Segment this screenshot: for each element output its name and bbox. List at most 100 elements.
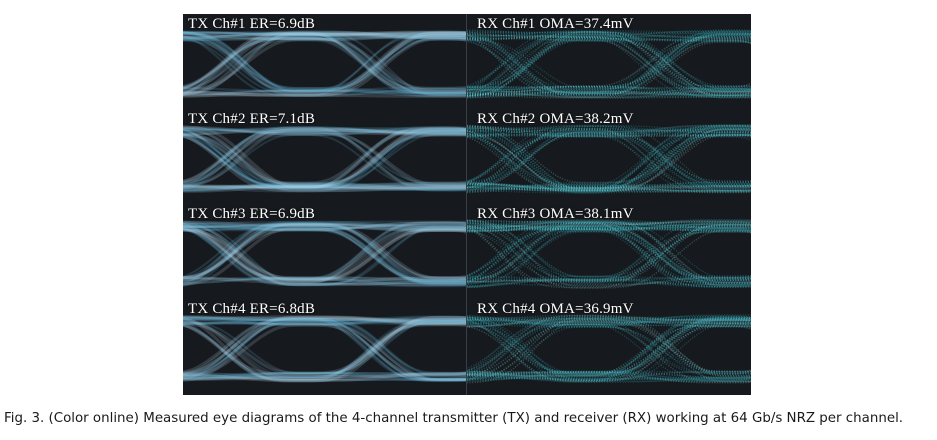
tx-eye-trace <box>183 30 466 37</box>
tx-eye-trace <box>183 224 466 285</box>
tx-eye-trace <box>183 319 466 381</box>
tx-eye-trace <box>183 31 466 92</box>
tx-eye-trace <box>183 129 466 189</box>
rx-eye-trace <box>467 231 751 283</box>
tx-eye-trace <box>183 36 466 42</box>
tx-eye-trace <box>183 316 466 383</box>
rx-eye-trace <box>467 316 751 374</box>
rx-eye-trace <box>467 230 751 284</box>
tx-eye-trace <box>183 321 466 381</box>
tx-eye-trace <box>183 321 466 381</box>
rx-eye-trace <box>467 92 751 99</box>
rx-eye-trace <box>467 127 751 191</box>
rx-eye-trace <box>467 30 751 93</box>
tx-eye-trace <box>183 318 466 326</box>
rx-eye-trace <box>467 319 751 324</box>
rx-eye-trace <box>467 318 751 370</box>
rx-eye-trace <box>467 318 751 325</box>
tx-eye-trace <box>183 221 466 284</box>
tx-eye-trace <box>183 31 466 90</box>
rx-eye-trace <box>467 33 751 94</box>
tx-eye-trace <box>183 324 466 382</box>
tx-eye-trace <box>183 277 466 287</box>
tx-eye-trace <box>183 128 466 186</box>
tx-eye-trace <box>183 320 466 375</box>
rx-eye-trace <box>467 135 751 187</box>
tx-eye-trace <box>183 221 466 231</box>
tx-eye-trace <box>183 224 466 285</box>
tx-eye-trace <box>183 127 466 136</box>
tx-eye-trace <box>183 126 466 135</box>
tx-eye-trace <box>183 31 466 97</box>
tx-eye-trace <box>183 320 466 379</box>
rx-eye-trace <box>467 314 751 327</box>
rx-eye-trace <box>467 32 751 87</box>
tx-eye-trace <box>183 37 466 90</box>
rx-eye-trace <box>467 223 751 280</box>
rx-eye-panel-1: RX Ch#1 OMA=37.4mV <box>467 14 751 109</box>
tx-ch4-label: TX Ch#4 ER=6.8dB <box>188 301 316 317</box>
rx-eye-trace <box>467 181 751 192</box>
tx-eye-trace <box>183 316 466 376</box>
rx-eye-trace <box>467 225 751 289</box>
tx-eye-trace <box>183 126 466 135</box>
tx-eye-trace <box>183 31 466 93</box>
tx-eye-trace <box>183 133 466 191</box>
rx-eye-trace <box>467 320 751 374</box>
tx-eye-trace <box>183 373 466 381</box>
rx-eye-trace <box>467 315 751 377</box>
tx-eye-diagram-2 <box>183 125 466 193</box>
rx-eye-trace <box>467 222 751 282</box>
rx-eye-trace <box>467 185 751 189</box>
tx-eye-trace <box>183 32 466 90</box>
rx-ch4-label: RX Ch#4 OMA=36.9mV <box>477 301 634 317</box>
rx-eye-trace <box>467 225 751 288</box>
rx-eye-trace <box>467 222 751 285</box>
tx-eye-trace <box>183 31 466 93</box>
panel-divider <box>466 14 467 395</box>
rx-eye-trace <box>467 34 751 94</box>
tx-eye-trace <box>183 128 466 193</box>
tx-eye-diagram-3 <box>183 220 466 288</box>
tx-eye-panel-4: TX Ch#4 ER=6.8dB <box>183 299 466 394</box>
tx-eye-trace <box>183 30 466 89</box>
tx-eye-trace <box>183 323 466 381</box>
tx-eye-trace <box>183 222 466 231</box>
tx-eye-trace <box>183 228 466 286</box>
tx-eye-diagram-1 <box>183 30 466 98</box>
tx-eye-trace <box>183 33 466 92</box>
tx-ch2-label: TX Ch#2 ER=7.1dB <box>188 111 316 127</box>
rx-eye-trace <box>467 40 751 89</box>
tx-eye-trace <box>183 130 466 136</box>
rx-eye-trace <box>467 323 751 380</box>
rx-eye-trace <box>467 38 751 98</box>
tx-eye-diagrams: TX Ch#1 ER=6.9dB TX Ch#2 ER=7.1dB TX Ch#… <box>183 14 466 395</box>
tx-eye-trace <box>183 131 466 186</box>
tx-eye-trace <box>183 223 466 282</box>
rx-eye-trace <box>467 316 751 324</box>
tx-eye-trace <box>183 32 466 40</box>
tx-eye-trace <box>183 223 466 280</box>
rx-eye-trace <box>467 374 751 382</box>
figure-caption: Fig. 3. (Color online) Measured eye diag… <box>4 411 904 426</box>
tx-eye-trace <box>183 320 466 378</box>
rx-eye-trace <box>467 220 751 233</box>
rx-eye-trace <box>467 41 751 98</box>
tx-eye-trace <box>183 128 466 191</box>
rx-eye-trace <box>467 132 751 194</box>
tx-eye-trace <box>183 91 466 98</box>
tx-eye-trace <box>183 37 466 95</box>
tx-eye-trace <box>183 226 466 233</box>
tx-eye-trace <box>183 224 466 287</box>
tx-eye-trace <box>183 224 466 282</box>
tx-eye-trace <box>183 321 466 377</box>
rx-eye-trace <box>467 225 751 279</box>
tx-eye-trace <box>183 220 466 284</box>
rx-eye-trace <box>467 222 751 277</box>
tx-eye-trace <box>183 221 466 285</box>
tx-eye-trace <box>183 221 466 280</box>
tx-eye-trace <box>183 31 466 95</box>
rx-ch2-label: RX Ch#2 OMA=38.2mV <box>477 111 634 127</box>
tx-eye-trace <box>183 37 466 97</box>
tx-eye-trace <box>183 183 466 189</box>
